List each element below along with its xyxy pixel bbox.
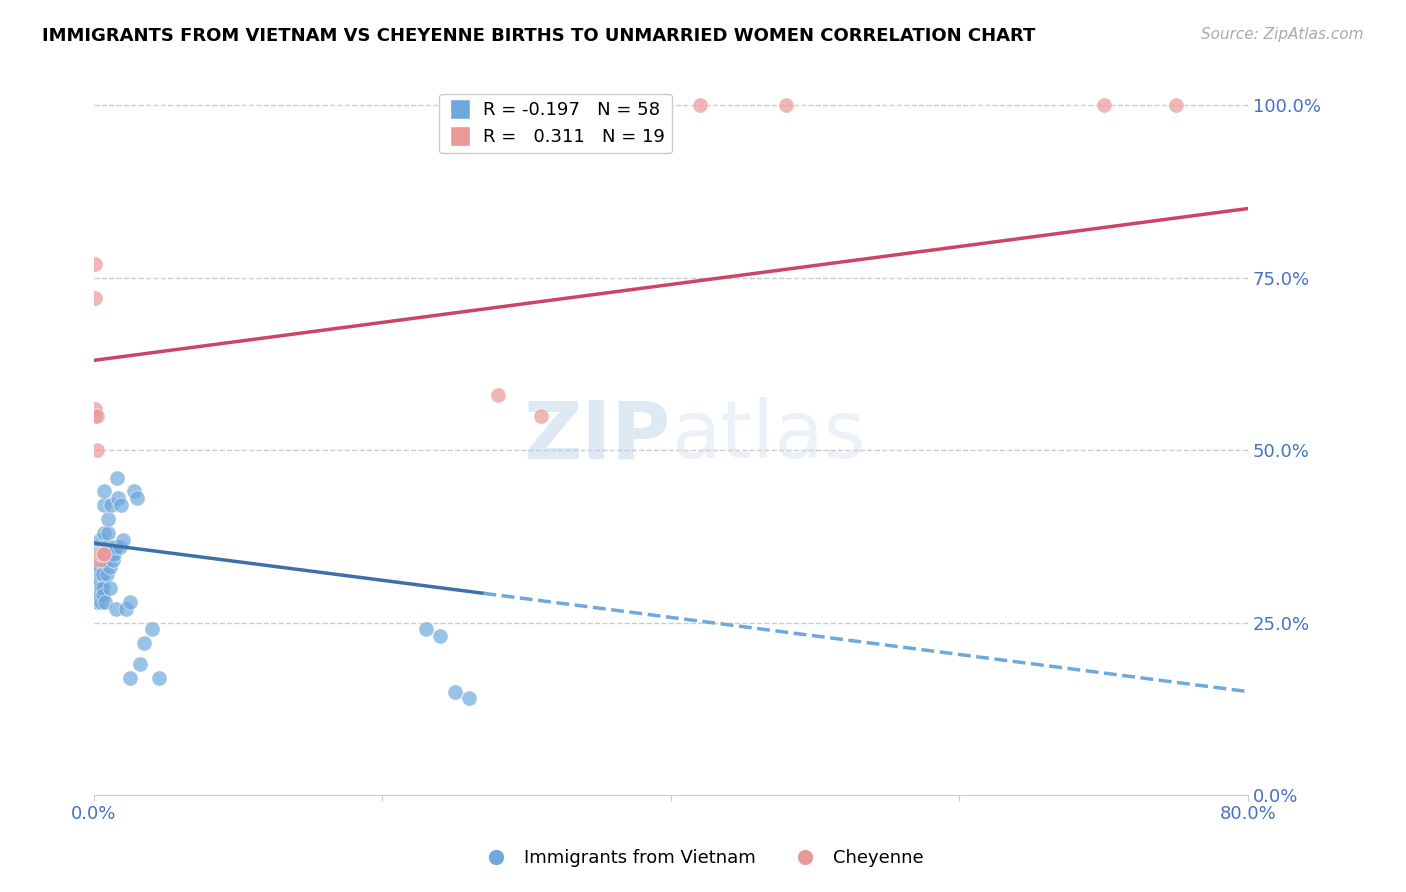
Point: [486, 388, 509, 402]
Point: [134, 636, 156, 650]
Point: [90, 547, 112, 561]
Point: [93, 484, 115, 499]
Point: [96, 540, 118, 554]
Point: [90, 547, 112, 561]
Point: [84, 409, 107, 423]
Text: IMMIGRANTS FROM VIETNAM VS CHEYENNE BIRTHS TO UNMARRIED WOMEN CORRELATION CHART: IMMIGRANTS FROM VIETNAM VS CHEYENNE BIRT…: [42, 27, 1036, 45]
Legend: Immigrants from Vietnam, Cheyenne: Immigrants from Vietnam, Cheyenne: [475, 842, 931, 874]
Point: [93, 547, 115, 561]
Point: [94, 595, 117, 609]
Legend: R = -0.197   N = 58, R =   0.311   N = 19: R = -0.197 N = 58, R = 0.311 N = 19: [439, 94, 672, 153]
Point: [97, 512, 120, 526]
Text: Source: ZipAtlas.com: Source: ZipAtlas.com: [1201, 27, 1364, 42]
Point: [101, 553, 124, 567]
Point: [84, 291, 107, 305]
Point: [91, 553, 114, 567]
Point: [86, 595, 108, 609]
Point: [84, 547, 107, 561]
Point: [105, 470, 128, 484]
Point: [689, 98, 711, 112]
Point: [94, 553, 117, 567]
Point: [87, 567, 110, 582]
Point: [107, 491, 129, 506]
Point: [86, 443, 108, 458]
Point: [91, 581, 114, 595]
Point: [415, 623, 437, 637]
Point: [530, 409, 553, 423]
Point: [87, 553, 110, 567]
Point: [129, 657, 152, 671]
Point: [127, 491, 149, 506]
Point: [84, 401, 107, 416]
Text: ZIP: ZIP: [523, 397, 671, 475]
Point: [91, 567, 114, 582]
Point: [89, 553, 111, 567]
Point: [87, 547, 110, 561]
Point: [148, 671, 170, 685]
Point: [89, 560, 111, 574]
Point: [458, 691, 481, 706]
Point: [124, 484, 146, 499]
Point: [89, 588, 111, 602]
Point: [84, 257, 107, 271]
Point: [93, 525, 115, 540]
Point: [87, 581, 110, 595]
Point: [100, 498, 122, 512]
Point: [87, 547, 110, 561]
Point: [103, 547, 125, 561]
Point: [87, 540, 110, 554]
Point: [97, 547, 120, 561]
Point: [775, 98, 797, 112]
Point: [86, 409, 108, 423]
Point: [1092, 98, 1115, 112]
Point: [104, 601, 127, 615]
Point: [98, 581, 121, 595]
Text: atlas: atlas: [671, 397, 865, 475]
Point: [111, 533, 134, 547]
Point: [90, 595, 112, 609]
Point: [101, 540, 124, 554]
Point: [96, 567, 118, 582]
Point: [89, 533, 111, 547]
Point: [443, 684, 465, 698]
Point: [429, 629, 451, 643]
Point: [114, 601, 136, 615]
Point: [108, 540, 131, 554]
Point: [104, 540, 127, 554]
Point: [86, 560, 108, 574]
Point: [118, 671, 141, 685]
Point: [100, 547, 122, 561]
Point: [94, 547, 117, 561]
Point: [141, 623, 163, 637]
Point: [93, 498, 115, 512]
Point: [110, 498, 132, 512]
Point: [1164, 98, 1187, 112]
Point: [90, 581, 112, 595]
Point: [97, 525, 120, 540]
Point: [91, 547, 114, 561]
Point: [91, 540, 114, 554]
Point: [98, 560, 121, 574]
Point: [91, 588, 114, 602]
Point: [90, 567, 112, 582]
Point: [89, 574, 111, 589]
Point: [118, 595, 141, 609]
Point: [631, 98, 654, 112]
